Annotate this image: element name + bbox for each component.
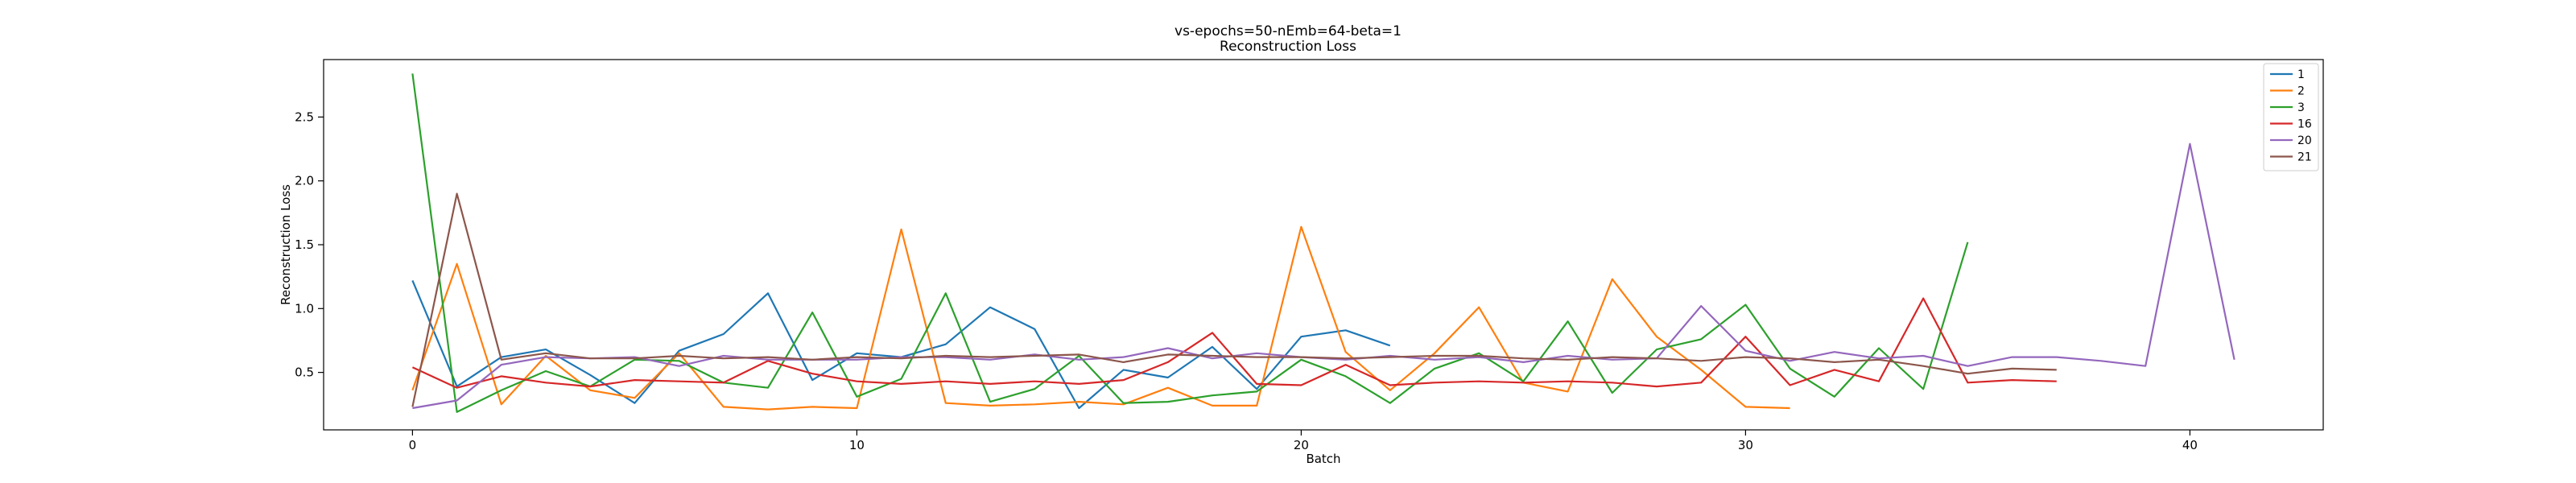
- legend-label-21: 21: [2297, 151, 2312, 164]
- legend-label-20: 20: [2297, 134, 2312, 147]
- x-tick-label: 20: [1294, 438, 1309, 452]
- x-tick-label: 0: [409, 438, 417, 452]
- y-tick-label: 1.5: [295, 237, 314, 252]
- plot-area: [411, 73, 2235, 413]
- legend-label-3: 3: [2297, 101, 2305, 114]
- series-line-3: [411, 73, 1969, 413]
- y-tick-label: 2.5: [295, 109, 314, 124]
- y-tick-label: 1.0: [295, 301, 314, 316]
- legend-label-1: 1: [2297, 68, 2305, 81]
- chart-subtitle: Reconstruction Loss: [1220, 39, 1356, 55]
- axis-ticks: 0 10 20 30 40 0.5 1.0 1.5 2.0 2.5: [295, 109, 2198, 452]
- series-line-1: [411, 279, 1391, 410]
- chart-title: vs-epochs=50-nEmb=64-beta=1: [1174, 23, 1402, 39]
- legend-label-2: 2: [2297, 85, 2305, 98]
- y-tick-label: 0.5: [295, 365, 314, 380]
- x-tick-label: 30: [1738, 438, 1753, 452]
- x-axis-title: Batch: [1306, 452, 1340, 466]
- x-tick-label: 40: [2182, 438, 2198, 452]
- series-line-16: [411, 297, 2057, 389]
- series-line-2: [411, 225, 1790, 411]
- series-line-21: [411, 192, 2057, 407]
- x-tick-label: 10: [849, 438, 865, 452]
- y-tick-label: 2.0: [295, 174, 314, 188]
- legend-label-16: 16: [2297, 118, 2312, 131]
- y-axis-title: Reconstruction Loss: [279, 184, 293, 305]
- legend: 1 2 3 16 20 21: [2263, 63, 2319, 171]
